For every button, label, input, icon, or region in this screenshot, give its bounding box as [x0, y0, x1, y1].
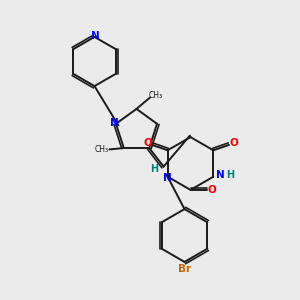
Text: H: H — [150, 164, 158, 174]
Text: O: O — [229, 138, 238, 148]
Text: Br: Br — [178, 264, 191, 274]
Text: N: N — [110, 118, 119, 128]
Text: CH₃: CH₃ — [95, 145, 109, 154]
Text: O: O — [143, 138, 152, 148]
Text: N: N — [163, 172, 172, 183]
Text: N: N — [91, 31, 100, 41]
Text: O: O — [207, 185, 216, 195]
Text: H: H — [226, 170, 234, 180]
Text: CH₃: CH₃ — [148, 91, 163, 100]
Text: N: N — [216, 170, 224, 180]
